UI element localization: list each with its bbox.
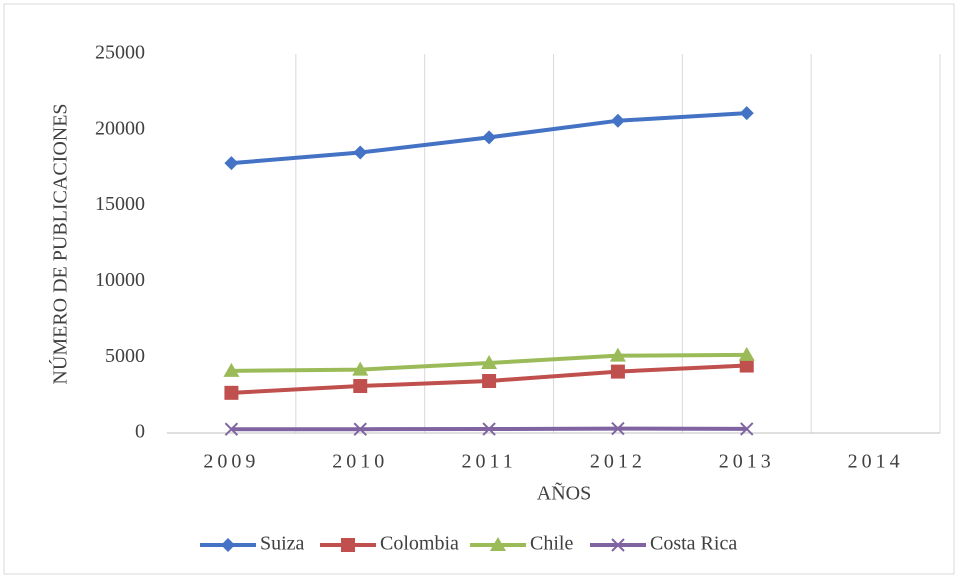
y-tick-label: 0 [135, 421, 145, 443]
data-point [353, 422, 367, 436]
data-point [353, 379, 368, 394]
x-tick-label: 2014 [848, 451, 904, 473]
x-tick-label: 2013 [719, 451, 775, 473]
data-point [352, 361, 369, 376]
legend-label: Suiza [260, 533, 305, 555]
y-tick-label: 10000 [95, 269, 145, 291]
y-tick-label: 25000 [95, 42, 145, 64]
data-point [738, 346, 755, 361]
y-axis-title: NÚMERO DE PUBLICACIONES [48, 103, 72, 384]
x-tick-label: 2010 [332, 451, 388, 473]
data-point [611, 421, 625, 436]
data-point [609, 347, 626, 362]
legend-marker [221, 538, 235, 552]
data-point [353, 145, 368, 160]
y-tick-label: 5000 [105, 345, 145, 367]
data-point [740, 422, 754, 436]
legend-marker [611, 538, 625, 552]
data-point [224, 156, 239, 171]
legend-label: Costa Rica [650, 533, 737, 555]
y-tick-label: 20000 [95, 117, 145, 139]
legend-marker [341, 538, 355, 552]
data-point [224, 422, 239, 436]
legend-label: Chile [530, 533, 573, 555]
legend-label: Colombia [380, 533, 459, 555]
data-point [482, 422, 496, 436]
legend-marker [490, 537, 506, 551]
data-point [610, 113, 625, 128]
data-point [482, 130, 497, 145]
x-axis-title: AÑOS [537, 481, 591, 505]
data-point [610, 364, 625, 379]
data-point [224, 385, 239, 400]
data-point [223, 362, 240, 377]
x-tick-label: 2009 [203, 451, 259, 473]
chart-border [3, 3, 955, 575]
x-tick-label: 2012 [590, 451, 646, 473]
y-tick-label: 15000 [95, 193, 145, 215]
x-tick-label: 2011 [461, 451, 516, 473]
data-point [739, 358, 754, 373]
data-point [482, 374, 497, 389]
data-point [481, 354, 498, 369]
data-point [739, 106, 754, 121]
